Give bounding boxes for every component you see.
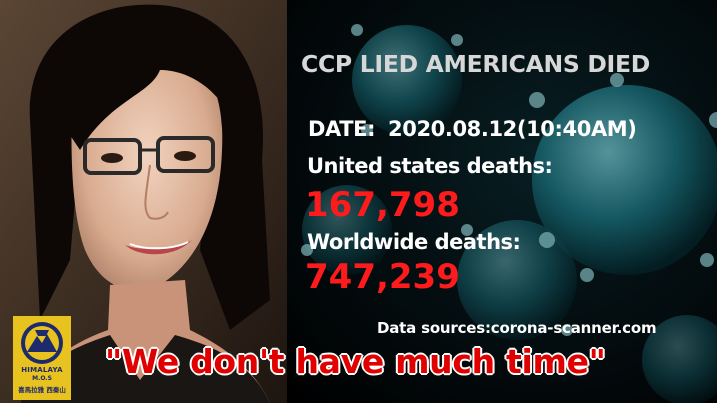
logo-line3: 喜馬拉雅 西秦山 (18, 386, 66, 394)
headline: CCP LIED AMERICANS DIED (301, 50, 650, 78)
virus-illustration (287, 0, 717, 403)
logo-line1: HIMALAYA (21, 366, 63, 374)
worldwide-deaths-label: Worldwide deaths: (307, 230, 521, 254)
us-deaths-value: 167,798 (305, 185, 460, 225)
portrait-illustration (0, 0, 287, 403)
quote-caption: "We don't have much time" (105, 342, 606, 381)
logo-emblem-icon (21, 322, 63, 364)
virus-background (287, 0, 717, 403)
himalaya-logo: HIMALAYA M.O.S 喜馬拉雅 西秦山 (13, 316, 71, 400)
date-value: 2020.08.12(10:40AM) (388, 117, 637, 141)
data-source: Data sources:corona-scanner.com (377, 319, 657, 337)
date-label: DATE: (308, 117, 376, 141)
us-deaths-label: United states deaths: (307, 154, 553, 178)
logo-line2: M.O.S (32, 375, 52, 382)
worldwide-deaths-value: 747,239 (305, 257, 460, 297)
date-row: DATE: 2020.08.12(10:40AM) (308, 117, 637, 141)
woman-portrait-photo (0, 0, 287, 403)
